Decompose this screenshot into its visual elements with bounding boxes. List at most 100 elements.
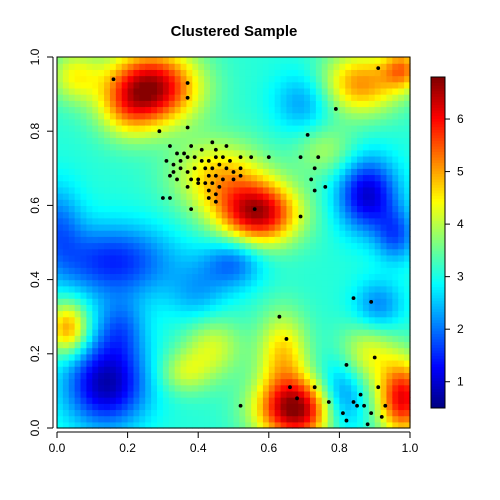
colorbar-segment [431,377,445,381]
heatmap-cell [192,322,199,330]
heatmap-cell [180,359,188,367]
heatmap-cell [157,100,164,108]
heatmap-cell [280,180,288,188]
heatmap-cell [145,168,152,176]
heatmap-cell [168,372,176,380]
heatmap-cell [398,341,405,349]
heatmap-cell [221,100,229,108]
heatmap-cell [139,372,146,380]
heatmap-cell [62,403,70,411]
heatmap-cell [351,378,358,386]
heatmap-cell [133,174,140,182]
heatmap-cell [357,236,364,244]
heatmap-cell [398,162,405,169]
heatmap-cell [268,409,276,417]
heatmap-cell [121,112,129,120]
heatmap-cell [186,168,193,176]
heatmap-cell [392,353,399,361]
heatmap-cell [268,298,276,305]
heatmap-cell [392,125,399,132]
heatmap-cell [321,75,329,83]
heatmap-cell [227,75,235,83]
heatmap-cell [298,248,305,256]
heatmap-cell [286,316,293,324]
heatmap-cell [57,254,64,262]
heatmap-cell [215,378,223,386]
heatmap-cell [357,63,364,70]
heatmap-cell [357,378,364,386]
heatmap-cell [98,341,105,349]
heatmap-cell [233,94,240,101]
heatmap-cell [351,149,358,157]
heatmap-cell [215,63,223,70]
heatmap-cell [109,347,117,355]
heatmap-cell [151,279,158,287]
heatmap-cell [221,106,229,114]
heatmap-cell [121,316,129,324]
sample-point [161,196,165,200]
heatmap-cell [209,63,217,70]
heatmap-cell [262,236,270,244]
heatmap-cell [286,372,293,380]
heatmap-cell [339,199,346,206]
heatmap-cell [74,366,82,373]
heatmap-cell [362,57,370,64]
heatmap-cell [386,217,393,225]
heatmap-cell [368,230,376,237]
heatmap-cell [186,359,193,367]
heatmap-cell [74,162,82,169]
heatmap-cell [98,236,105,244]
heatmap-cell [180,63,188,70]
heatmap-cell [380,57,388,64]
heatmap-cell [192,193,199,200]
heatmap-cell [357,180,364,188]
heatmap-cell [380,384,388,392]
heatmap-cell [345,94,352,101]
heatmap-cell [333,205,340,213]
heatmap-cell [304,421,311,429]
heatmap-cell [368,248,376,256]
heatmap-cell [245,143,252,151]
heatmap-cell [351,75,358,83]
heatmap-cell [380,199,388,206]
heatmap-cell [292,69,299,77]
heatmap-cell [257,57,264,64]
heatmap-cell [239,390,246,398]
heatmap-cell [286,267,293,275]
heatmap-cell [133,180,140,188]
heatmap-cell [286,291,293,299]
heatmap-cell [333,285,340,293]
heatmap-cell [257,112,264,120]
heatmap-cell [92,310,99,318]
sample-point [326,400,331,404]
heatmap-cell [339,193,346,200]
heatmap-cell [121,155,129,163]
heatmap-cell [145,279,152,287]
heatmap-cell [351,310,358,318]
heatmap-cell [157,378,164,386]
heatmap-cell [298,125,305,132]
heatmap-cell [315,236,323,244]
heatmap-cell [180,174,188,182]
heatmap-cell [162,112,170,120]
heatmap-cell [257,267,264,275]
heatmap-cell [86,143,93,151]
heatmap-cell [339,372,346,380]
heatmap-cell [362,322,370,330]
heatmap-cell [345,316,352,324]
heatmap-cell [192,81,199,89]
heatmap-cell [292,106,299,114]
heatmap-cell [192,137,199,145]
heatmap-cell [239,223,246,231]
heatmap-cell [292,199,299,206]
heatmap-cell [86,359,93,367]
heatmap-cell [92,242,99,250]
heatmap-cell [121,421,129,429]
heatmap-cell [292,193,299,200]
heatmap-cell [145,298,152,305]
heatmap-cell [351,217,358,225]
heatmap-cell [309,378,317,386]
heatmap-cell [268,168,276,176]
heatmap-cell [280,359,288,367]
